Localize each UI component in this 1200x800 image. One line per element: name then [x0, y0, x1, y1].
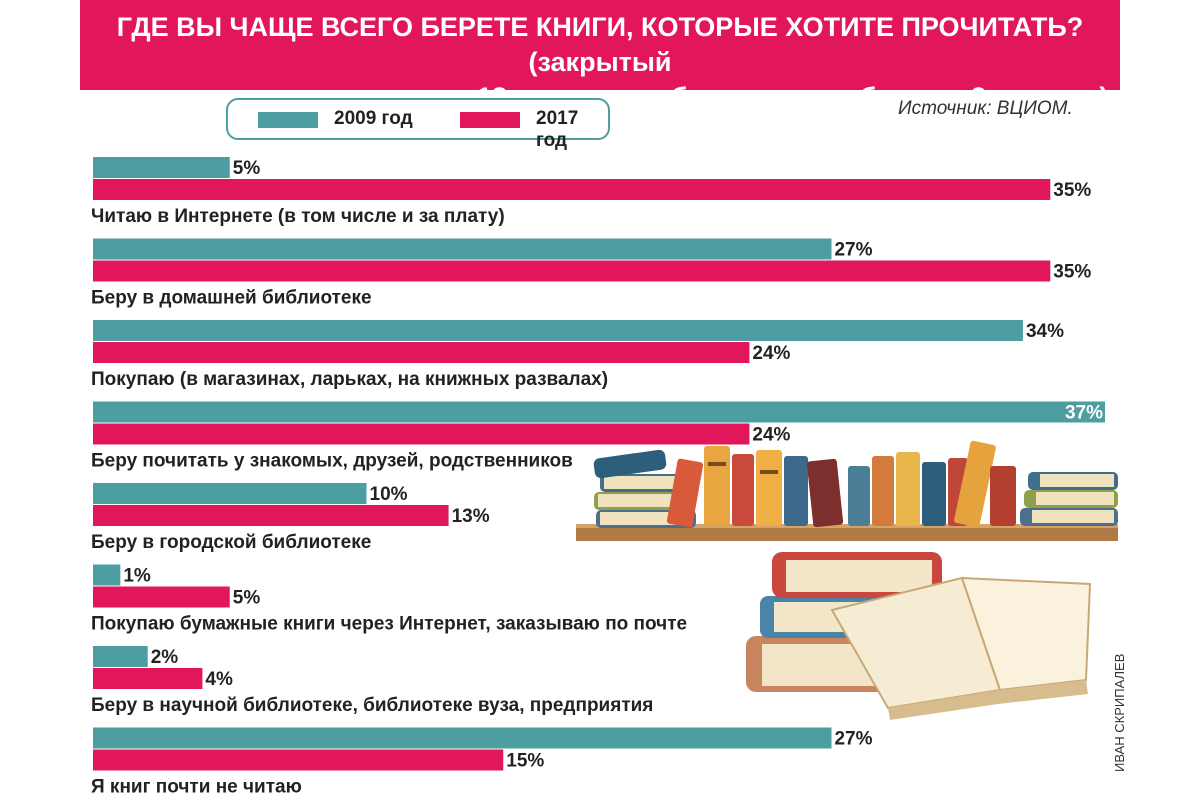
value-label-2009-2: 34% — [1026, 321, 1064, 342]
bar-2009-6 — [93, 646, 148, 667]
value-label-2017-1: 35% — [1053, 262, 1091, 283]
bar-2017-3 — [93, 423, 750, 445]
bar-2009-2 — [93, 320, 1023, 341]
bar-2009-5 — [93, 564, 121, 586]
bar-2017-5 — [93, 586, 230, 608]
bar-2017-0 — [93, 179, 1051, 200]
bookshelf-illustration — [576, 440, 1118, 541]
value-label-2009-5: 1% — [123, 566, 151, 587]
legend-label-2017: 2017 год — [536, 108, 579, 151]
value-label-2017-3: 24% — [752, 425, 790, 446]
bar-2017-2 — [93, 342, 750, 363]
category-label-3: Беру почитать у знакомых, друзей, родств… — [91, 451, 573, 472]
value-label-2017-5: 5% — [233, 588, 261, 609]
value-label-2017-0: 35% — [1053, 180, 1091, 201]
chart-title: ГДЕ ВЫ ЧАЩЕ ВСЕГО БЕРЕТЕ КНИГИ, КОТОРЫЕ … — [80, 10, 1120, 115]
value-label-2017-2: 24% — [752, 343, 790, 364]
value-label-2017-4: 13% — [452, 506, 490, 527]
value-label-2017-6: 4% — [205, 669, 233, 690]
bar-2009-3 — [93, 401, 1105, 423]
bar-2009-7 — [93, 727, 832, 749]
value-label-2017-7: 15% — [506, 751, 544, 772]
source-note: Источник: ВЦИОМ. — [898, 98, 1073, 119]
category-label-6: Беру в научной библиотеке, библиотеке ву… — [91, 695, 653, 716]
legend-swatch-2017 — [460, 112, 520, 128]
author-credit: ИВАН СКРИПАЛЕВ — [1112, 653, 1127, 772]
value-label-2009-0: 5% — [233, 158, 261, 179]
legend-label-2009: 2009 год — [334, 108, 413, 129]
bar-2017-4 — [93, 505, 449, 526]
value-label-2009-7: 27% — [834, 729, 872, 750]
bar-2017-7 — [93, 749, 504, 771]
title-banner: ГДЕ ВЫ ЧАЩЕ ВСЕГО БЕРЕТЕ КНИГИ, КОТОРЫЕ … — [80, 0, 1120, 112]
category-label-5: Покупаю бумажные книги через Интернет, з… — [91, 614, 687, 635]
title-line-1: ГДЕ ВЫ ЧАЩЕ ВСЕГО БЕРЕТЕ КНИГИ, КОТОРЫЕ … — [116, 12, 1084, 77]
book-pile-illustration — [746, 552, 1092, 720]
value-label-2009-6: 2% — [151, 647, 179, 668]
category-label-7: Я книг почти не читаю — [91, 777, 302, 798]
bar-2009-4 — [93, 483, 367, 504]
value-label-2009-3: 37% — [1065, 403, 1103, 424]
bars-group: 5% 35% Читаю в Интернете (в том числе и за… — [91, 157, 1105, 798]
category-label-0: Читаю в Интернете (в том числе и за плат… — [91, 206, 505, 227]
legend-swatch-2009 — [258, 112, 318, 128]
bar-2009-1 — [93, 238, 832, 260]
bar-2017-6 — [93, 668, 203, 689]
legend: 2009 год 2017 год — [226, 98, 610, 151]
value-label-2009-1: 27% — [834, 240, 872, 261]
category-label-4: Беру в городской библиотеке — [91, 532, 371, 553]
bar-2009-0 — [93, 157, 230, 178]
bar-2017-1 — [93, 260, 1051, 282]
category-label-2: Покупаю (в магазинах, ларьках, на книжны… — [91, 369, 608, 390]
category-label-1: Беру в домашней библиотеке — [91, 288, 372, 309]
value-label-2009-4: 10% — [370, 484, 408, 505]
